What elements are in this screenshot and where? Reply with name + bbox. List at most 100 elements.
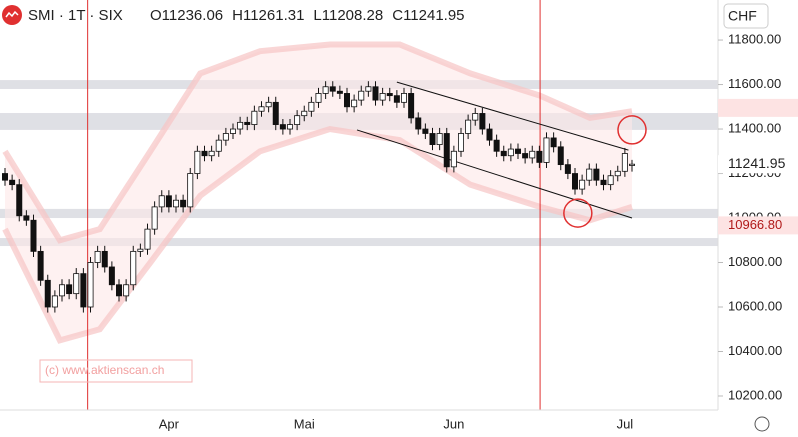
candle-body: [130, 250, 137, 286]
candle-body: [393, 95, 400, 103]
candle-body: [301, 110, 308, 117]
candle-body: [593, 168, 600, 181]
ohlc-value: C11241.95: [392, 7, 464, 24]
candle-body: [365, 86, 372, 92]
candle-body: [123, 284, 130, 297]
candle-body: [158, 195, 165, 208]
candle-body: [51, 295, 58, 308]
candle-body: [607, 175, 614, 186]
ohlc-value: L11208.28: [313, 7, 383, 24]
candle-body: [564, 164, 571, 174]
watermark: (c) www.aktienscan.ch: [45, 363, 164, 377]
settings-icon[interactable]: [754, 416, 770, 432]
candle-body: [572, 173, 579, 190]
candle-body: [294, 115, 301, 125]
candle-body: [629, 163, 636, 166]
candle-body: [450, 150, 457, 168]
y-tick-label: 10600.00: [728, 298, 782, 313]
currency-box[interactable]: [723, 3, 769, 29]
ohlc-label: L: [313, 7, 321, 24]
candle-body: [208, 150, 215, 157]
candle-body: [151, 206, 158, 230]
candle-body: [550, 137, 557, 148]
candle-body: [251, 110, 258, 125]
candle-body: [621, 153, 628, 172]
candle-body: [59, 284, 66, 297]
candle-body: [180, 199, 187, 208]
x-tick-label: Apr: [159, 416, 180, 431]
candle-body: [315, 93, 322, 103]
candle-body: [436, 133, 443, 146]
candle-body: [322, 86, 329, 94]
candle-body: [37, 250, 44, 281]
highlight-circle: [617, 115, 647, 145]
candle-body: [522, 153, 529, 159]
candle-body: [286, 124, 293, 130]
candle-body: [66, 284, 73, 295]
y-tick-label: 11800.00: [728, 31, 781, 46]
y-tick-label: 10800.00: [728, 254, 782, 269]
candle-body: [493, 139, 500, 152]
ohlc-value: O11236.06: [150, 7, 223, 24]
candle-body: [237, 121, 244, 130]
candle-body: [272, 101, 279, 125]
logo-icon: [5, 10, 19, 18]
candle-body: [194, 150, 201, 174]
candle-body: [229, 128, 236, 134]
candle-body: [23, 215, 30, 221]
candle-body: [73, 273, 80, 295]
candle-body: [465, 119, 472, 134]
candle-body: [336, 90, 343, 94]
ohlc-value: H11261.31: [232, 7, 304, 24]
candle-body: [244, 121, 251, 125]
candle-body: [408, 93, 415, 119]
candle-body: [94, 250, 101, 263]
x-tick-label: Jul: [617, 416, 634, 431]
candle-body: [472, 113, 479, 121]
candle-body: [443, 133, 450, 168]
candle-body: [536, 150, 543, 163]
symbol-title: SMI · 1T · SIX: [28, 7, 123, 24]
candle-body: [279, 124, 286, 130]
ohlc-number: 11241.95: [403, 7, 464, 24]
candle-body: [586, 168, 593, 181]
zone: [0, 238, 718, 247]
ohlc-number: 11208.28: [322, 7, 383, 24]
candle-body: [215, 139, 222, 152]
candle-body: [137, 248, 144, 252]
level-marker: [718, 216, 798, 235]
candle-body: [529, 150, 536, 159]
candle-body: [351, 99, 358, 108]
currency[interactable]: CHF: [728, 8, 757, 24]
y-tick-label: 11400.00: [728, 120, 781, 135]
candle-body: [543, 137, 550, 163]
candle-body: [515, 148, 522, 154]
level-label: 10966.80: [728, 217, 782, 232]
candle-body: [16, 184, 23, 217]
candle-body: [222, 133, 229, 141]
ohlc-label: H: [232, 7, 243, 24]
candle-body: [44, 279, 51, 308]
envelope-lower: [2, 125, 633, 344]
plot-area: [0, 0, 718, 410]
watermark-box: [39, 359, 193, 383]
candle-body: [116, 284, 123, 297]
candle-body: [308, 101, 315, 112]
x-tick-label: Mai: [294, 416, 315, 431]
envelope-upper: [2, 41, 633, 244]
candle-body: [144, 228, 151, 250]
y-tick-label: 11600.00: [728, 76, 781, 91]
trendline: [396, 81, 629, 151]
candle-body: [429, 133, 436, 146]
ohlc-label: O: [150, 7, 162, 24]
candle-body: [80, 273, 87, 308]
candle-body: [265, 101, 272, 108]
candle-body: [108, 266, 115, 286]
ohlc-label: C: [392, 7, 403, 24]
candle-body: [172, 199, 179, 208]
candle-body: [258, 106, 265, 112]
candle-body: [30, 219, 37, 252]
trendline: [356, 129, 633, 219]
candle-body: [9, 179, 16, 186]
candle-body: [486, 128, 493, 141]
